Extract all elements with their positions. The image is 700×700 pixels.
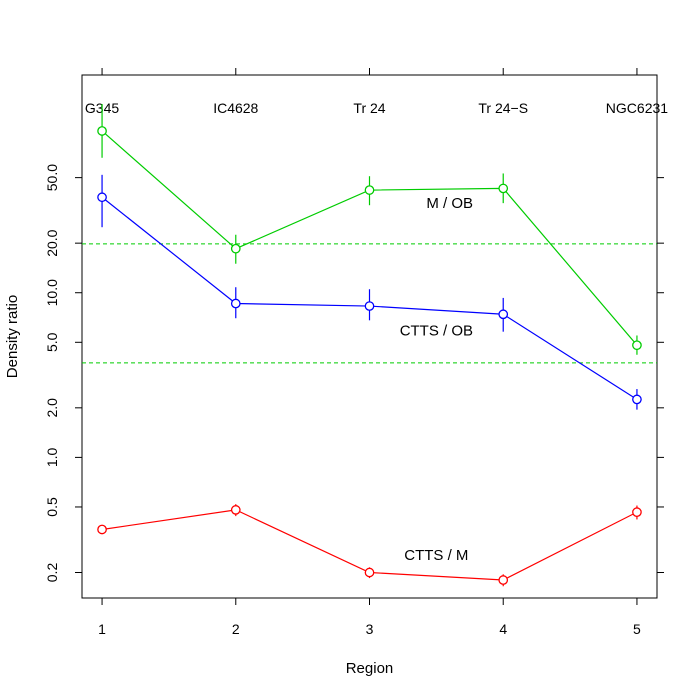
series-label: CTTS / OB	[400, 322, 473, 339]
region-label-3: Tr 24	[353, 100, 385, 116]
data-point	[364, 301, 375, 311]
region-label-2: IC4628	[213, 100, 258, 116]
y-tick-label: 50.0	[44, 164, 60, 191]
data-point	[364, 567, 375, 578]
x-tick-label: 5	[633, 621, 641, 637]
series-1: M / OB	[97, 103, 642, 355]
y-tick-label: 10.0	[44, 279, 60, 306]
x-tick-label: 3	[366, 621, 374, 637]
y-tick-label: 20.0	[44, 229, 60, 256]
y-tick-label: 2.0	[44, 398, 60, 418]
data-point	[230, 505, 241, 515]
series-layer: M / OB CTTS / OB CTTS / M	[97, 103, 642, 587]
reference-lines	[82, 243, 657, 364]
data-point	[364, 185, 375, 195]
y-tick-label: 0.5	[44, 497, 60, 517]
region-labels: G345 IC4628 Tr 24 Tr 24−S NGC6231	[85, 100, 668, 116]
data-point	[230, 298, 241, 309]
data-point	[498, 183, 509, 194]
top-ticks	[101, 68, 638, 75]
region-label-5: NGC6231	[606, 100, 668, 116]
y-axis: 0.2 0.5 1.0 2.0 5.0 10.0 20.0 50.0	[44, 164, 82, 582]
x-tick-label: 1	[98, 621, 106, 637]
data-point	[97, 126, 107, 136]
series-3: CTTS / M	[97, 504, 642, 587]
data-point	[230, 243, 241, 254]
x-axis-title: Region	[346, 660, 394, 677]
data-point	[498, 309, 509, 320]
data-point	[97, 192, 107, 203]
x-tick-label: 4	[499, 621, 507, 637]
right-ticks	[657, 177, 664, 573]
x-tick-label: 2	[232, 621, 240, 637]
y-axis-title: Density ratio	[4, 295, 21, 378]
y-tick-label: 1.0	[44, 447, 60, 467]
region-label-4: Tr 24−S	[478, 100, 528, 116]
series-label: CTTS / M	[404, 547, 468, 564]
series-label: M / OB	[426, 195, 473, 212]
data-point	[632, 340, 642, 351]
x-axis: 1 2 3 4 5	[98, 598, 641, 637]
series-2: CTTS / OB	[97, 174, 642, 410]
y-tick-label: 5.0	[44, 332, 60, 352]
data-point	[498, 575, 509, 585]
data-point	[632, 394, 642, 405]
data-point	[632, 507, 642, 518]
y-tick-label: 0.2	[44, 563, 60, 583]
data-point	[97, 524, 107, 535]
